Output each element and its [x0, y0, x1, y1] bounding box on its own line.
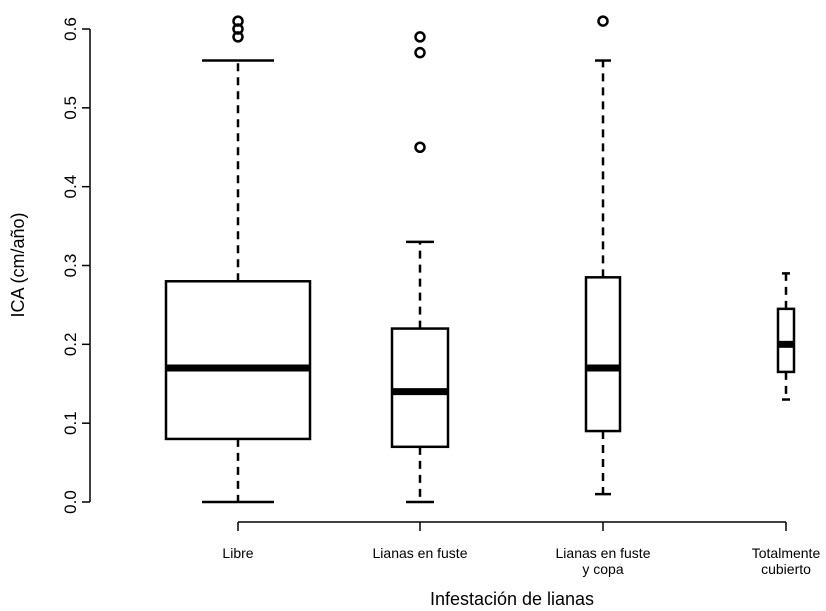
box-3	[584, 15, 622, 496]
outlier-point	[414, 31, 426, 43]
box-2	[390, 31, 450, 504]
outlier-point	[414, 46, 426, 59]
x-axis-title: Infestación de lianas	[430, 589, 594, 609]
y-axis-title: ICA (cm/año)	[8, 212, 28, 317]
y-tick-label: 0.5	[61, 96, 80, 120]
x-tick-label: Libre	[222, 545, 253, 561]
outlier-point	[232, 15, 244, 27]
boxes-group	[164, 15, 796, 504]
y-tick-label: 0.4	[61, 175, 80, 199]
outlier-point	[597, 15, 609, 27]
box-iqr	[164, 280, 312, 441]
box-iqr	[390, 327, 450, 449]
box-iqr	[584, 276, 622, 433]
y-tick-label: 0.6	[61, 17, 80, 41]
x-tick-label: Lianas en fuste	[373, 545, 468, 561]
y-tick-label: 0.2	[61, 333, 80, 357]
box-iqr	[776, 307, 796, 374]
y-tick-label: 0.0	[61, 490, 80, 514]
box-1	[164, 15, 312, 504]
box-4	[776, 272, 796, 401]
x-tick-label: Lianas en fuste	[556, 545, 651, 561]
x-tick-label: y copa	[582, 561, 623, 577]
x-tick-label: cubierto	[761, 561, 811, 577]
outlier-point	[414, 141, 426, 153]
x-tick-label: Totalmente	[752, 545, 821, 561]
y-tick-label: 0.1	[61, 411, 80, 435]
y-tick-label: 0.3	[61, 254, 80, 278]
y-axis: 0.0 0.1 0.2 0.3 0.4 0.5 0.6	[61, 17, 91, 514]
